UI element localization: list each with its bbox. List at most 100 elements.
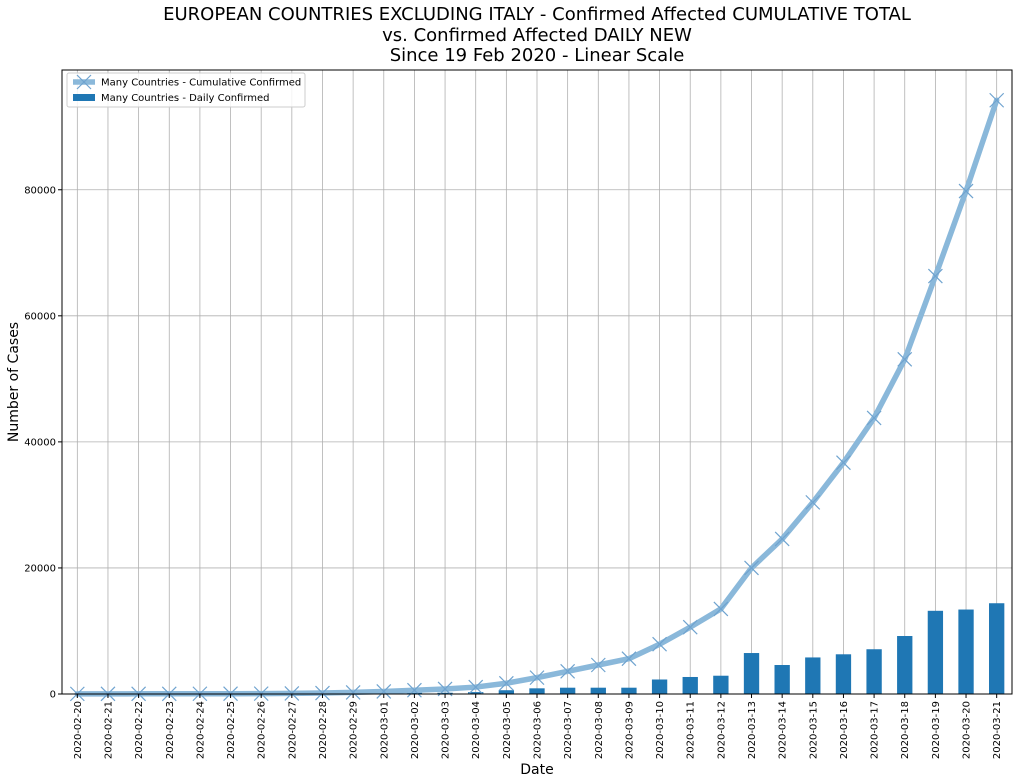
x-tick-label: 2020-03-12 <box>716 701 727 759</box>
chart-title-line-3: Since 19 Feb 2020 - Linear Scale <box>389 45 685 66</box>
daily-bar <box>651 679 668 694</box>
cumulative-point <box>958 183 974 199</box>
y-axis-label: Number of Cases <box>6 322 22 442</box>
point-marker-stroke <box>927 268 943 284</box>
daily-bar <box>406 692 423 694</box>
x-axis-label: Date <box>520 762 553 778</box>
x-tick-label: 2020-03-06 <box>533 701 544 759</box>
y-tick-label: 80000 <box>24 185 56 196</box>
x-tick-label: 2020-03-21 <box>992 701 1003 759</box>
cumulative-point <box>529 670 545 686</box>
daily-bar <box>498 690 515 694</box>
daily-bar <box>743 653 760 694</box>
x-tick-label: 2020-03-13 <box>747 701 758 759</box>
x-tick-label: 2020-03-07 <box>563 701 574 759</box>
cumulative-point <box>406 682 422 698</box>
daily-bar <box>682 676 698 694</box>
legend-box <box>66 72 306 108</box>
daily-bar <box>866 649 882 694</box>
point-marker-stroke <box>498 675 514 691</box>
daily-bars <box>69 603 1005 694</box>
daily-bar <box>529 688 545 694</box>
cumulative-point <box>713 601 729 617</box>
point-marker-stroke <box>529 670 545 686</box>
cumulative-point <box>652 636 668 652</box>
cumulative-point <box>315 685 330 701</box>
legend-daily-label: Many Countries - Daily Confirmed <box>101 93 270 104</box>
x-tick-label: 2020-02-23 <box>165 701 176 759</box>
x-tick-label: 2020-03-18 <box>900 701 911 759</box>
x-tick-label: 2020-03-19 <box>931 701 942 759</box>
cumulative-point <box>498 675 514 691</box>
y-axis-ticks: 0 20000 40000 60000 80000 <box>24 185 62 701</box>
daily-bar <box>897 636 913 694</box>
daily-bar <box>713 675 729 694</box>
x-tick-label: 2020-03-02 <box>410 701 421 759</box>
x-tick-label: 2020-03-17 <box>870 701 881 759</box>
x-tick-label: 2020-03-15 <box>808 701 819 759</box>
legend: Many Countries - Cumulative Confirmed Ma… <box>66 72 306 108</box>
x-tick-label: 2020-03-16 <box>839 701 850 759</box>
point-marker-stroke <box>468 679 484 695</box>
x-tick-label: 2020-03-20 <box>962 701 973 759</box>
cumulative-point <box>621 651 637 667</box>
x-axis-ticks: 2020-02-20 2020-02-21 2020-02-22 2020-02-23… <box>73 694 1003 759</box>
x-tick-label: 2020-03-11 <box>686 701 697 759</box>
cumulative-point <box>590 657 606 673</box>
cumulative-point <box>836 455 851 471</box>
daily-bar <box>590 687 606 694</box>
point-marker-stroke <box>560 663 576 679</box>
point-marker-stroke <box>345 684 361 700</box>
cumulative-point <box>744 560 759 576</box>
x-tick-label: 2020-02-25 <box>226 701 237 759</box>
cumulative-point <box>927 268 943 284</box>
point-marker-stroke <box>744 560 759 576</box>
x-tick-label: 2020-02-24 <box>195 701 206 759</box>
x-tick-label: 2020-02-22 <box>134 701 145 759</box>
daily-bar <box>559 687 576 694</box>
point-marker-stroke <box>836 455 851 471</box>
x-tick-label: 2020-03-03 <box>441 701 452 759</box>
y-tick-label: 40000 <box>24 437 56 448</box>
x-tick-label: 2020-03-10 <box>655 701 666 759</box>
x-tick-label: 2020-02-26 <box>257 701 268 759</box>
point-marker-stroke <box>590 657 606 673</box>
point-marker-stroke <box>897 351 913 367</box>
daily-bar <box>958 609 974 694</box>
y-tick-label: 20000 <box>24 563 56 574</box>
point-marker-stroke <box>406 682 422 698</box>
x-tick-label: 2020-03-08 <box>594 701 605 759</box>
x-tick-label: 2020-02-28 <box>318 701 329 759</box>
point-marker-stroke <box>866 410 882 426</box>
cumulative-point <box>805 494 821 510</box>
daily-bar <box>621 687 637 694</box>
point-marker-stroke <box>774 531 790 547</box>
x-tick-label: 2020-03-04 <box>471 701 482 759</box>
point-marker-stroke <box>652 636 668 652</box>
point-marker-stroke <box>989 92 1005 108</box>
legend-daily-key <box>73 94 95 101</box>
cumulative-point <box>376 684 392 699</box>
y-tick-label: 60000 <box>24 311 56 322</box>
daily-bar <box>774 665 790 694</box>
legend-marker-stroke <box>76 74 92 90</box>
grid-lines <box>62 70 1012 695</box>
cumulative-point <box>774 531 790 547</box>
daily-bar <box>437 692 453 694</box>
daily-bar <box>805 657 821 694</box>
point-marker-stroke <box>713 601 729 617</box>
cumulative-point <box>468 679 484 695</box>
point-marker-stroke <box>958 183 974 199</box>
x-tick-label: 2020-03-14 <box>778 701 789 759</box>
cumulative-point <box>345 684 361 700</box>
daily-bar <box>927 610 944 694</box>
x-tick-label: 2020-02-20 <box>73 701 84 759</box>
legend-cumulative-label: Many Countries - Cumulative Confirmed <box>101 78 301 89</box>
legend-cumulative-key <box>73 74 95 90</box>
point-marker-stroke <box>682 619 698 635</box>
daily-bar <box>835 654 852 694</box>
x-tick-label: 2020-02-27 <box>287 701 298 759</box>
point-marker-stroke <box>315 685 330 701</box>
point-marker-stroke <box>284 686 300 701</box>
x-tick-label: 2020-03-05 <box>502 701 513 759</box>
